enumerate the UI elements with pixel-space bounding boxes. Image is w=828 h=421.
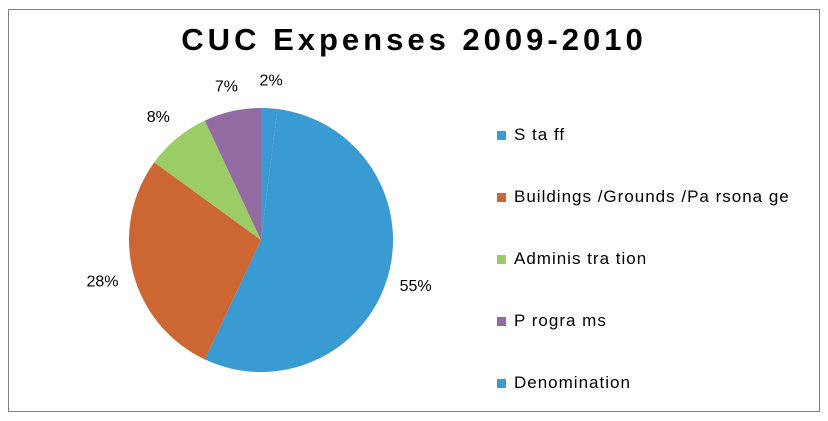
legend-label-staff: S ta ff bbox=[514, 125, 566, 144]
slice-administration bbox=[154, 120, 261, 240]
data-label-programs: 7% bbox=[215, 78, 238, 95]
legend-item-buildings: Buildings /Grounds /Pa rsona ge bbox=[497, 166, 817, 228]
legend-item-administration: Adminis tra tion bbox=[497, 228, 817, 290]
legend: S ta ff Buildings /Grounds /Pa rsona ge … bbox=[497, 104, 817, 414]
legend-swatch-denomination bbox=[497, 378, 506, 388]
legend-item-denomination: Denomination bbox=[497, 352, 817, 414]
data-label-staff: 55% bbox=[400, 278, 432, 295]
chart-title: CUC Expenses 2009-2010 bbox=[181, 22, 647, 57]
legend-item-staff: S ta ff bbox=[497, 104, 817, 166]
slice-programs bbox=[204, 108, 261, 240]
data-label-buildings: 28% bbox=[86, 274, 118, 291]
legend-label-buildings: Buildings /Grounds /Pa rsona ge bbox=[514, 187, 790, 206]
legend-swatch-buildings bbox=[497, 192, 506, 202]
legend-label-denomination: Denomination bbox=[514, 373, 631, 392]
data-label-administration: 8% bbox=[147, 109, 170, 126]
legend-swatch-administration bbox=[497, 254, 506, 264]
legend-item-programs: P rogra ms bbox=[497, 290, 817, 352]
slice-buildings bbox=[129, 162, 261, 360]
legend-label-programs: P rogra ms bbox=[514, 311, 607, 330]
slice-staff bbox=[204, 109, 394, 373]
data-label-denomination: 2% bbox=[260, 72, 283, 89]
legend-label-administration: Adminis tra tion bbox=[514, 249, 648, 268]
legend-swatch-staff bbox=[497, 130, 506, 140]
slice-denomination bbox=[261, 108, 278, 240]
legend-swatch-programs bbox=[497, 316, 506, 326]
